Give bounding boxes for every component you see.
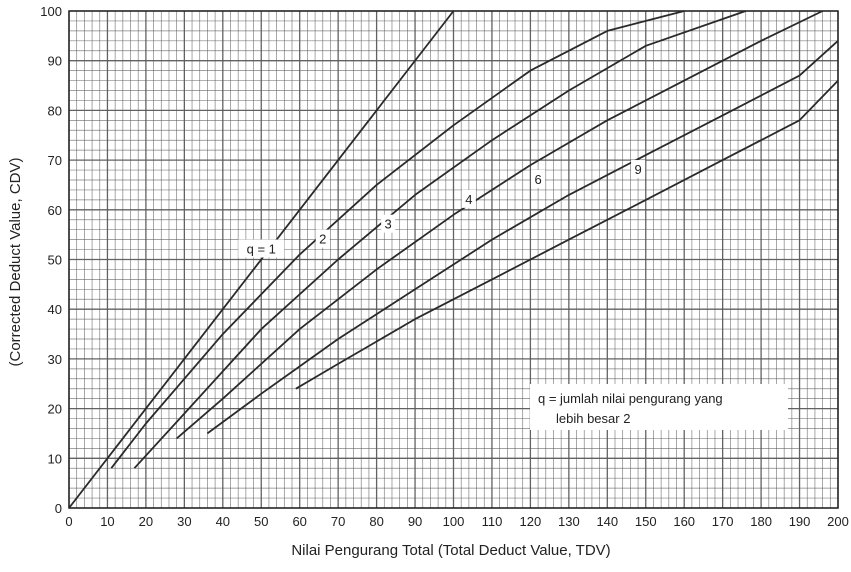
- curve-label: 4: [465, 192, 472, 207]
- x-tick-label: 170: [712, 514, 734, 529]
- curve-label: q = 1: [247, 242, 276, 257]
- curve-label-background: [381, 214, 396, 233]
- curve-q-3: [133, 10, 746, 469]
- curve-q-2: [110, 10, 685, 469]
- curve-label-background: [631, 160, 646, 179]
- x-tick-label: 50: [254, 514, 268, 529]
- x-tick-label: 20: [139, 514, 153, 529]
- y-tick-label: 20: [48, 402, 62, 417]
- axes: 0 10 20 30 40 50 60 70 80 90 100 110 120 130 140 150 160…: [40, 4, 849, 529]
- x-tick-label: 10: [100, 514, 114, 529]
- x-tick-label: 80: [369, 514, 383, 529]
- curve-q-4: [176, 10, 823, 440]
- x-axis-title: Nilai Pengurang Total (Total Deduct Valu…: [291, 542, 610, 559]
- y-tick-label: 50: [48, 253, 62, 268]
- x-tick-label: 120: [520, 514, 542, 529]
- curve-label-background: [315, 229, 330, 248]
- x-tick-label: 110: [482, 514, 503, 529]
- curve-label-background: [238, 239, 285, 258]
- y-axis-title: (Corrected Deduct Value, CDV): [7, 158, 24, 367]
- legend-line-2: lebih besar 2: [556, 411, 630, 426]
- x-tick-label: 30: [177, 514, 191, 529]
- legend-background: [530, 384, 788, 430]
- curve-q-9: [295, 79, 839, 390]
- x-tick-label: 140: [596, 514, 618, 529]
- grid: [68, 10, 839, 509]
- x-tick-label: 90: [408, 514, 422, 529]
- x-tick-label: 180: [750, 514, 772, 529]
- curve-q-1: [68, 10, 455, 509]
- legend-line-1: q = jumlah nilai pengurang yang: [538, 391, 723, 406]
- x-tick-label: 160: [673, 514, 695, 529]
- curves: [68, 10, 839, 509]
- y-tick-label: 40: [48, 302, 62, 317]
- curve-label: 9: [634, 162, 641, 177]
- x-tick-label: 190: [789, 514, 811, 529]
- x-tick-label: 150: [635, 514, 657, 529]
- x-tick-label: 100: [443, 514, 465, 529]
- y-tick-label: 0: [55, 501, 62, 516]
- y-tick-label: 80: [48, 103, 62, 118]
- legend: q = jumlah nilai pengurang yang lebih be…: [530, 384, 788, 430]
- curve-label-background: [531, 169, 546, 188]
- x-tick-label: 70: [331, 514, 345, 529]
- x-tick-label: 0: [65, 514, 72, 529]
- y-tick-label: 100: [40, 4, 62, 19]
- curve-label: 6: [534, 172, 541, 187]
- curve-label-background: [461, 189, 476, 208]
- curve-label: 3: [385, 217, 392, 232]
- x-tick-label: 200: [827, 514, 849, 529]
- y-tick-label: 70: [48, 153, 62, 168]
- x-tick-label: 60: [292, 514, 306, 529]
- y-tick-label: 90: [48, 54, 62, 69]
- y-tick-label: 60: [48, 203, 62, 218]
- x-tick-label: 40: [216, 514, 230, 529]
- y-tick-label: 30: [48, 352, 62, 367]
- curve-labels: q = 1 2 3 4 6 9: [238, 160, 646, 258]
- y-tick-label: 10: [48, 451, 62, 466]
- curve-label: 2: [319, 232, 326, 247]
- curve-q-6: [206, 40, 839, 435]
- x-tick-label: 130: [558, 514, 580, 529]
